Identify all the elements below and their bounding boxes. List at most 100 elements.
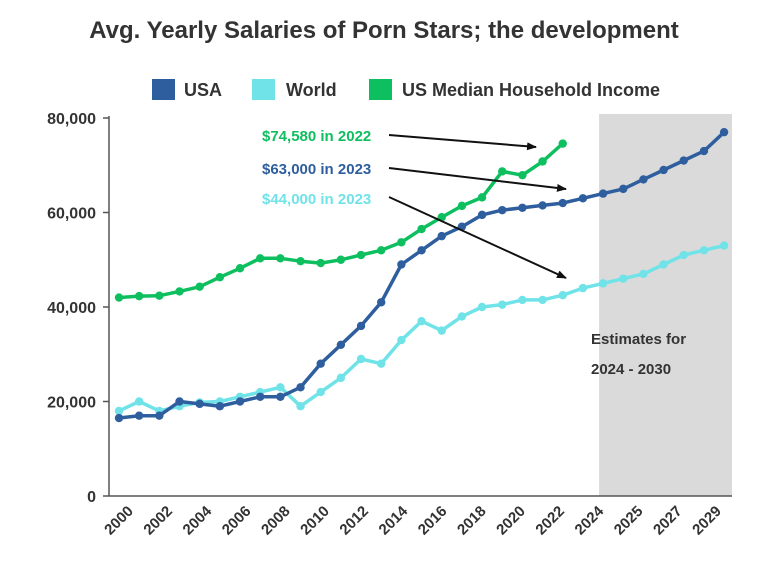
annotation-arrow bbox=[388, 167, 567, 192]
data-point bbox=[276, 383, 285, 392]
x-tick-label: 2008 bbox=[258, 503, 294, 539]
data-point bbox=[417, 224, 426, 234]
data-point bbox=[619, 184, 628, 194]
legend-swatch-usa bbox=[152, 79, 175, 100]
data-point bbox=[558, 198, 567, 208]
x-tick-label: 2027 bbox=[650, 503, 686, 539]
data-point bbox=[538, 295, 547, 305]
data-point bbox=[518, 295, 527, 305]
data-point bbox=[114, 293, 124, 302]
data-point bbox=[477, 193, 487, 202]
data-point bbox=[316, 387, 325, 397]
x-tick-label: 2024 bbox=[572, 502, 608, 538]
estimate-region bbox=[599, 114, 732, 496]
data-point bbox=[155, 291, 164, 300]
data-point bbox=[155, 411, 164, 420]
chart-title: Avg. Yearly Salaries of Porn Stars; the … bbox=[89, 17, 679, 44]
data-point bbox=[215, 273, 225, 282]
estimate-label-line2: 2024 - 2030 bbox=[591, 361, 671, 378]
x-tick-label: 2004 bbox=[180, 502, 216, 538]
legend-label-household-income: US Median Household Income bbox=[402, 80, 660, 100]
x-tick-label: 2012 bbox=[336, 503, 372, 539]
annotation-label: $74,580 in 2022 bbox=[262, 128, 371, 145]
data-point bbox=[719, 241, 729, 250]
data-point bbox=[377, 298, 386, 307]
data-point bbox=[518, 203, 527, 212]
data-point bbox=[235, 264, 245, 273]
data-point bbox=[316, 359, 325, 368]
annotation-arrow bbox=[388, 196, 567, 279]
data-point bbox=[296, 256, 305, 266]
data-point bbox=[255, 254, 265, 263]
data-point bbox=[235, 397, 245, 406]
data-point bbox=[134, 411, 144, 420]
data-point bbox=[175, 397, 184, 406]
data-point bbox=[518, 170, 527, 180]
data-point bbox=[114, 406, 124, 416]
x-tick-label: 2025 bbox=[611, 503, 647, 539]
data-point bbox=[336, 373, 346, 383]
data-point bbox=[134, 291, 144, 301]
data-point bbox=[659, 260, 668, 269]
data-point bbox=[558, 290, 567, 300]
data-point bbox=[276, 254, 285, 263]
data-point bbox=[598, 189, 608, 198]
data-point bbox=[679, 250, 688, 260]
data-point bbox=[215, 402, 225, 411]
annotation-label: $63,000 in 2023 bbox=[262, 161, 371, 178]
data-point bbox=[578, 283, 588, 293]
data-point bbox=[578, 194, 588, 203]
y-tick-label: 0 bbox=[87, 489, 96, 506]
legend-label-usa: USA bbox=[184, 80, 222, 100]
legend-swatch-world bbox=[252, 79, 275, 100]
estimate-label-line1: Estimates for bbox=[591, 331, 686, 348]
data-point bbox=[639, 269, 648, 279]
x-tick-label: 2000 bbox=[101, 503, 137, 539]
data-point bbox=[336, 340, 346, 349]
data-point bbox=[437, 231, 446, 241]
data-point bbox=[195, 399, 204, 409]
x-tick-label: 2006 bbox=[219, 503, 255, 539]
x-tick-label: 2016 bbox=[415, 503, 451, 539]
data-point bbox=[356, 354, 366, 364]
data-point bbox=[134, 397, 144, 406]
data-point bbox=[598, 279, 608, 288]
x-tick-label: 2018 bbox=[454, 503, 490, 539]
y-tick-label: 40,000 bbox=[47, 300, 96, 317]
data-point bbox=[316, 258, 325, 268]
data-point bbox=[397, 335, 406, 345]
x-tick-label: 2014 bbox=[376, 502, 412, 538]
data-point bbox=[457, 201, 467, 211]
data-point bbox=[336, 255, 346, 264]
data-point bbox=[659, 165, 668, 175]
data-point bbox=[639, 175, 648, 184]
x-tick-label: 2022 bbox=[532, 503, 568, 539]
y-tick-label: 60,000 bbox=[47, 206, 96, 223]
data-point bbox=[276, 392, 285, 401]
data-point bbox=[538, 201, 547, 210]
data-point bbox=[457, 312, 467, 321]
x-tick-label: 2002 bbox=[140, 503, 176, 539]
data-point bbox=[719, 127, 729, 137]
data-point bbox=[679, 156, 688, 165]
data-point bbox=[699, 246, 709, 255]
data-point bbox=[296, 383, 305, 392]
data-point bbox=[477, 210, 487, 220]
data-point bbox=[114, 413, 124, 423]
data-point bbox=[417, 316, 426, 326]
x-tick-label: 2010 bbox=[297, 503, 333, 539]
x-tick-label: 2020 bbox=[493, 503, 529, 539]
legend: USA World US Median Household Income bbox=[152, 79, 660, 100]
annotation-arrow bbox=[388, 134, 537, 151]
data-point bbox=[377, 246, 386, 255]
data-point bbox=[498, 167, 507, 176]
data-point bbox=[175, 287, 184, 296]
data-point bbox=[255, 392, 265, 401]
data-point bbox=[699, 146, 709, 156]
data-point bbox=[498, 300, 507, 309]
x-tick-label: 2029 bbox=[689, 503, 725, 539]
data-point bbox=[356, 321, 366, 331]
data-point bbox=[538, 157, 547, 166]
data-point bbox=[437, 326, 446, 335]
